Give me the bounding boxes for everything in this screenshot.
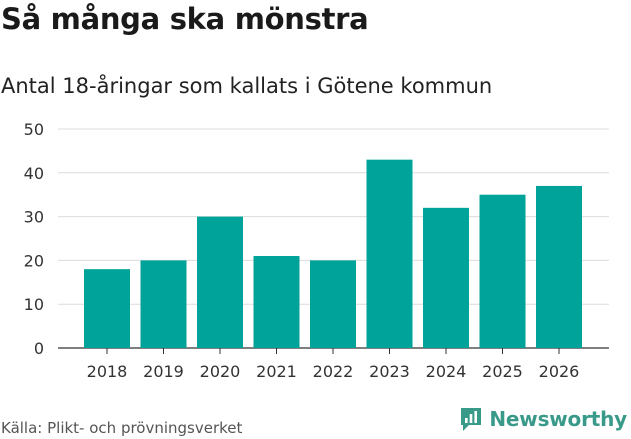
bar-2024 — [423, 207, 469, 348]
bar-2020 — [197, 216, 243, 348]
bar-2018 — [84, 269, 130, 348]
bar-2023 — [366, 159, 413, 348]
x-tick-label: 2021 — [256, 362, 297, 381]
bar-2025 — [479, 194, 526, 348]
newsworthy-logo-icon — [461, 408, 482, 431]
brand-name: Newsworthy — [489, 407, 627, 431]
y-tick-label: 0 — [34, 339, 44, 358]
x-tick-label: 2023 — [369, 362, 410, 381]
y-tick-label: 10 — [24, 295, 44, 314]
x-tick-label: 2019 — [143, 362, 184, 381]
bar-2021 — [253, 256, 300, 348]
y-tick-label: 50 — [24, 120, 44, 139]
bars — [84, 159, 582, 348]
y-tick-label: 30 — [24, 208, 44, 227]
source-note: Källa: Plikt- och prövningsverket — [1, 419, 243, 437]
x-tick-label: 2022 — [313, 362, 354, 381]
chart-title: Så många ska mönstra — [1, 2, 369, 36]
chart-subtitle: Antal 18-åringar som kallats i Götene ko… — [1, 74, 493, 98]
brand-logo: Newsworthy — [459, 406, 627, 432]
x-tick-label: 2025 — [482, 362, 523, 381]
bar-2022 — [310, 260, 356, 348]
y-tick-label: 20 — [24, 251, 44, 270]
x-tick-label: 2026 — [539, 362, 580, 381]
x-axis-ticks: 2018 2019 2020 2021 2022 2023 2024 2025 2026 — [87, 348, 580, 381]
y-axis-ticks: 0 10 20 30 40 50 — [24, 120, 44, 358]
y-tick-label: 40 — [24, 164, 44, 183]
bar-chart: 0 10 20 30 40 50 2018 2019 2020 2021 2022 2023 2024… — [24, 120, 609, 381]
x-tick-label: 2020 — [200, 362, 241, 381]
bar-2026 — [536, 185, 582, 348]
x-tick-label: 2018 — [87, 362, 128, 381]
bar-2019 — [140, 260, 187, 348]
x-tick-label: 2024 — [426, 362, 467, 381]
